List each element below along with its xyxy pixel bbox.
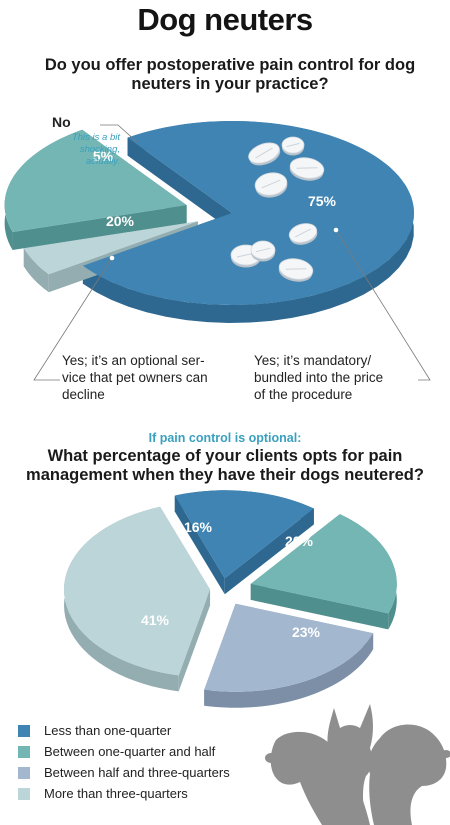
- no-comment: This is a bit shocking, actually.: [71, 132, 120, 167]
- pill-tablet: [288, 223, 318, 245]
- yes-optional-line-1: Yes; it’s an optional ser-: [62, 353, 205, 368]
- legend-label: Between one-quarter and half: [44, 744, 216, 759]
- pie-slice-yes-it-s-an-optional-service-that-pet-owners-can-decline: [4, 129, 187, 232]
- no-label: No: [52, 114, 71, 130]
- pie-slice-yes-it-s-mandatory-bundled-into-the-price-of-the-procedure-wall-0: [127, 137, 232, 231]
- pill-tablets-icon: [230, 136, 325, 282]
- pie-slice-between-half-and-three-quarters-label: 23%: [292, 624, 321, 640]
- pie-slice-less-than-one-quarter: [174, 490, 314, 579]
- pie-slice-yes-it-s-mandatory-bundled-into-the-price-of-the-procedure: [82, 121, 414, 305]
- pie-slice-between-half-and-three-quarters: [204, 603, 374, 692]
- dog-silhouettes-icon: [265, 704, 450, 825]
- pie-tops: [4, 121, 414, 305]
- legend-swatch: [18, 724, 30, 737]
- chart1-pie: 75% 5% 20%: [4, 121, 414, 323]
- pill-tablet: [278, 258, 314, 282]
- yes-mandatory-line-3: of the procedure: [254, 387, 353, 402]
- pie-slice-less-than-one-quarter-wall-0: [174, 495, 225, 595]
- legend-item: Less than one-quarter: [18, 720, 230, 741]
- yes-optional-label: Yes; it’s an optional ser- vice that pet…: [62, 352, 232, 403]
- pie-slice-no-label: 5%: [93, 148, 114, 164]
- leader-yes-mandatory: [335, 229, 431, 381]
- dog-left-nose: [265, 753, 277, 763]
- dog-middle-shape: [327, 704, 373, 825]
- dog-right-nose: [441, 750, 450, 758]
- legend-label: Between half and three-quarters: [44, 765, 230, 780]
- leader-yes-optional-dot: [109, 255, 115, 261]
- pie-slice-less-than-one-quarter-label: 16%: [184, 519, 213, 535]
- chart2-question: What percentage of your clients opts for…: [26, 447, 424, 484]
- leader-lines: [33, 124, 431, 381]
- pie-slice-between-one-quarter-and-half-label: 20%: [285, 533, 314, 549]
- yes-optional-line-2: vice that pet owners can: [62, 370, 208, 385]
- chart2-sub-label: If pain control is optional:: [148, 431, 302, 445]
- legend-item: More than three-quarters: [18, 783, 230, 804]
- legend-swatch: [18, 766, 30, 779]
- pill-tablet: [248, 142, 281, 166]
- pie-slice-between-half-and-three-quarters-side: [204, 633, 374, 708]
- yes-mandatory-line-1: Yes; it’s mandatory/: [254, 353, 372, 368]
- dog-right-shape: [368, 724, 447, 825]
- legend-label: Less than one-quarter: [44, 723, 172, 738]
- pie-slice-no: [23, 221, 198, 275]
- yes-mandatory-label: Yes; it’s mandatory/ bundled into the pr…: [254, 352, 424, 403]
- pie-slice-no-side: [23, 248, 49, 293]
- chart1-question: Do you offer postoperative pain control …: [44, 56, 416, 93]
- pie-tops: [64, 490, 397, 692]
- legend-item: Between one-quarter and half: [18, 741, 230, 762]
- legend-swatch: [18, 745, 30, 758]
- yes-mandatory-line-2: bundled into the price: [254, 370, 384, 385]
- leader-no: [100, 124, 139, 144]
- page-title: Dog neuters: [137, 2, 313, 37]
- pill-tablet: [281, 136, 305, 156]
- pie-slice-more-than-three-quarters: [64, 506, 211, 676]
- legend-item: Between half and three-quarters: [18, 762, 230, 783]
- legend-swatch: [18, 787, 30, 800]
- pie-slice-more-than-three-quarters-label: 41%: [141, 612, 170, 628]
- pill-tablet: [250, 240, 276, 262]
- pie-slice-between-one-quarter-and-half: [250, 514, 397, 614]
- legend-label: More than three-quarters: [44, 786, 188, 801]
- leader-yes-optional: [33, 257, 113, 381]
- pie-slice-yes-it-s-mandatory-bundled-into-the-price-of-the-procedure-label: 75%: [308, 193, 337, 209]
- pie-labels: 75% 5% 20%: [93, 148, 337, 229]
- pill-tablet: [289, 157, 325, 181]
- chart2-pie: 16% 20% 23% 41%: [64, 490, 397, 708]
- pie-slice-between-one-quarter-and-half-wall-1: [250, 583, 389, 630]
- pie-slice-less-than-one-quarter-wall-1: [224, 508, 314, 595]
- pie-labels: 16% 20% 23% 41%: [141, 519, 321, 640]
- yes-optional-line-3: decline: [62, 387, 105, 402]
- pie-slice-more-than-three-quarters-wall-0: [178, 589, 211, 692]
- pie-slice-yes-it-s-an-optional-service-that-pet-owners-can-decline-wall-0: [12, 205, 187, 250]
- legend: Less than one-quarter Between one-quarte…: [18, 720, 230, 804]
- leader-yes-mandatory-dot: [333, 227, 339, 233]
- pill-tablet: [254, 172, 288, 198]
- pie-slice-yes-it-s-an-optional-service-that-pet-owners-can-decline-label: 20%: [106, 213, 135, 229]
